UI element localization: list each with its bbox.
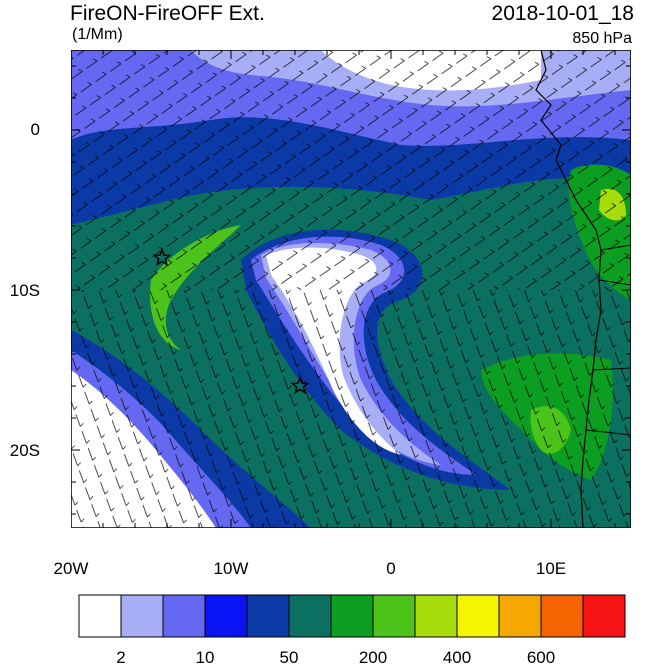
colorbar-label-200: 200 <box>358 648 388 667</box>
star-marker <box>152 247 172 267</box>
lon-label-0: 0 <box>386 559 396 578</box>
colorbar-swatch <box>540 594 584 638</box>
datetime-label: 2018-10-01_18 <box>491 2 634 25</box>
colorbar-swatch <box>498 594 542 638</box>
colorbar-swatch <box>288 594 332 638</box>
colorbar-swatch <box>78 594 122 638</box>
lon-label-10w: 10W <box>213 559 249 578</box>
colorbar-swatch <box>246 594 290 638</box>
lat-label-20s: 20S <box>9 441 40 460</box>
colorbar-label-2: 2 <box>116 648 126 667</box>
lon-label-10e: 10E <box>535 559 567 578</box>
colorbar-swatch <box>330 594 374 638</box>
colorbar-swatch <box>414 594 458 638</box>
coastline <box>535 50 602 528</box>
lat-label-0: 0 <box>30 120 40 139</box>
lon-label-20w: 20W <box>53 559 89 578</box>
plot-title: FireON-FireOFF Ext. <box>70 2 265 25</box>
colorbar-swatch <box>456 594 500 638</box>
colorbar-label-400: 400 <box>442 648 472 667</box>
map-panel <box>71 50 631 528</box>
star-marker <box>290 375 310 395</box>
wind-vectors-south <box>71 290 631 528</box>
colorbar-label-50: 50 <box>279 648 299 667</box>
colorbar-label-10: 10 <box>195 648 215 667</box>
units-label: (1/Mm) <box>72 26 123 43</box>
axis-ticks <box>71 50 631 528</box>
pressure-level-label: 850 hPa <box>572 30 632 47</box>
wind-vectors-north <box>71 50 631 290</box>
country-borders <box>585 244 631 436</box>
colorbar-swatch <box>162 594 206 638</box>
lat-label-10s: 10S <box>9 281 40 300</box>
colorbar-swatch <box>372 594 416 638</box>
colorbar-swatch <box>204 594 248 638</box>
colorbar-swatch <box>120 594 164 638</box>
colorbar-swatch <box>582 594 626 638</box>
colorbar-label-600: 600 <box>526 648 556 667</box>
colorbar <box>78 594 626 638</box>
